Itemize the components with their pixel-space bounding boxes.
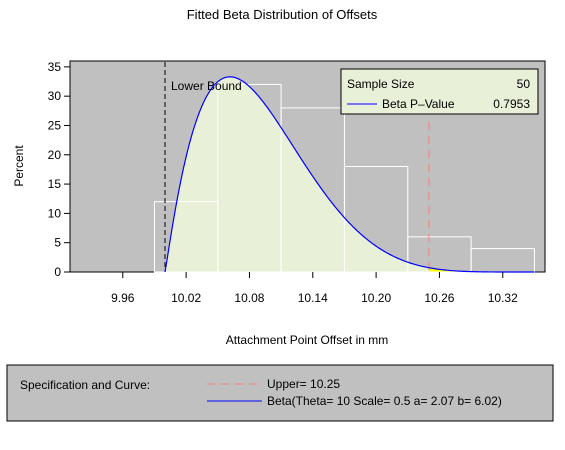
legend-title: Specification and Curve: (20, 378, 150, 392)
area-within-spec (165, 76, 429, 272)
reference-lines: Lower Bound (164, 62, 430, 272)
x-tick-label: 10.20 (361, 291, 391, 305)
x-tick-label: 9.96 (111, 291, 135, 305)
legend-upper-label: Upper= 10.25 (267, 377, 340, 391)
inset-pvalue-value: 0.7953 (493, 97, 530, 111)
lower-bound-label: Lower Bound (171, 79, 242, 93)
y-tick-label: 25 (48, 118, 62, 132)
x-tick-label: 10.02 (171, 291, 201, 305)
y-axis: 0 5 10 15 20 25 30 35 (48, 60, 70, 279)
x-tick-label: 10.14 (298, 291, 328, 305)
inset-pvalue-label: Beta P–Value (382, 97, 455, 111)
x-tick-label: 10.32 (488, 291, 518, 305)
beta-curve (164, 76, 535, 273)
beta-curve-group (164, 76, 535, 273)
y-tick-label: 35 (48, 60, 62, 74)
x-tick-label: 10.26 (424, 291, 454, 305)
inset-table: Sample Size 50 Beta P–Value 0.7953 (340, 68, 539, 115)
y-tick-label: 15 (48, 177, 62, 191)
y-axis-label: Percent (12, 145, 26, 187)
y-tick-label: 0 (54, 265, 61, 279)
y-tick-label: 30 (48, 89, 62, 103)
x-axis: 9.96 10.02 10.08 10.14 10.20 10.26 10.32 (111, 272, 518, 305)
legend-curve-label: Beta(Theta= 10 Scale= 0.5 a= 2.07 b= 6.0… (267, 394, 502, 408)
inset-sample-size-value: 50 (517, 77, 531, 91)
y-tick-label: 20 (48, 148, 62, 162)
y-tick-label: 10 (48, 206, 62, 220)
legend: Specification and Curve: Upper= 10.25 Be… (6, 364, 554, 422)
x-axis-label: Attachment Point Offset in mm (226, 333, 389, 347)
chart-title: Fitted Beta Distribution of Offsets (187, 7, 378, 22)
y-tick-label: 5 (54, 236, 61, 250)
inset-box (340, 68, 539, 115)
x-tick-label: 10.08 (234, 291, 264, 305)
inset-sample-size-label: Sample Size (347, 77, 415, 91)
legend-box (6, 364, 554, 422)
